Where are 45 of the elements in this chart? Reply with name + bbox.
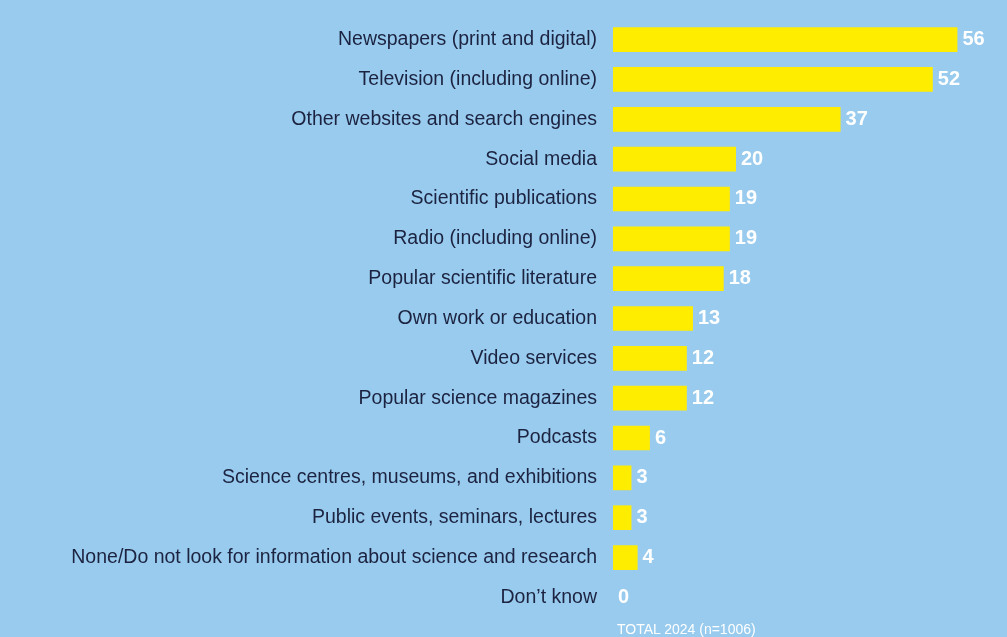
y-tick-label: Popular science magazines [358,385,598,408]
bar [613,465,632,491]
data-label: 19 [734,186,758,209]
y-tick-label: Newspapers (print and digital) [337,26,597,49]
text: TOTAL 2024 (n=1006) [617,620,756,637]
data-label: 3 [636,505,648,528]
data-label: 13 [697,306,721,329]
data-label: 4 [642,545,655,568]
bar [613,345,687,371]
y-tick-label: None/Do not look for information about science and research [71,544,597,567]
data-label: 6 [654,425,667,448]
data-label: 20 [741,146,764,169]
bar [613,545,638,570]
y-tick-label: Scientific publications [410,186,598,209]
bar [613,306,693,331]
bar [613,67,933,92]
bar [613,425,650,451]
bar [613,186,730,212]
y-tick-label: Science centres, museums, and exhibitions [221,465,598,488]
y-tick-label: Podcasts [516,425,598,448]
data-label: 12 [691,385,715,408]
y-tick-label: Other websites and search engines [291,106,598,129]
bar [613,146,736,172]
data-label: 18 [728,266,751,289]
y-tick-label: Radio (including online) [393,226,597,249]
data-label: 19 [734,226,758,249]
bar [613,266,724,292]
data-label: 56 [962,27,985,50]
data-label: 12 [691,345,715,368]
y-tick-label: Popular scientific literature [368,266,597,289]
bar [613,27,958,52]
data-label: 52 [937,66,961,89]
y-tick-label: Social media [485,146,598,169]
data-label: 37 [845,106,868,129]
bar [613,505,632,531]
bar [613,106,841,132]
y-tick-label: Don’t know [500,584,598,607]
y-tick-label: Television (including online) [358,66,597,89]
data-label: 0 [618,584,630,607]
y-tick-label: Own work or education [397,305,597,328]
y-tick-label: Public events, seminars, lectures [311,505,598,528]
data-label: 3 [636,465,648,488]
bar [613,385,687,411]
y-tick-label: Video services [470,345,598,368]
bar [613,226,730,252]
